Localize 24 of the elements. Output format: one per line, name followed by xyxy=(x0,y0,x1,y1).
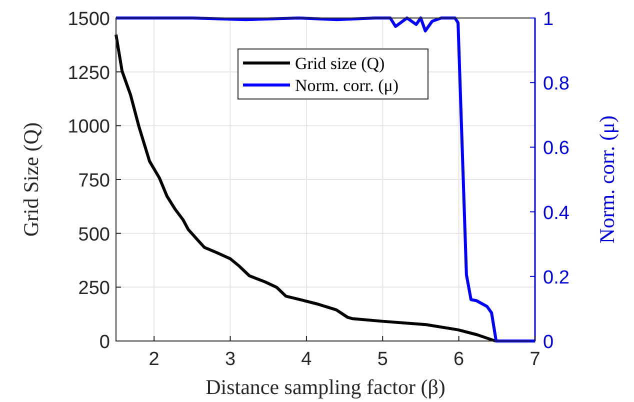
y2-tick-label: 1 xyxy=(543,9,554,30)
x-axis-title: Distance sampling factor (β) xyxy=(206,375,446,399)
x-tick-label: 2 xyxy=(148,349,160,370)
y-tick-label: 250 xyxy=(78,278,110,300)
legend-label: Norm. corr. (μ) xyxy=(295,76,399,95)
y2-tick-label: 0.6 xyxy=(543,138,570,160)
y2-axis-title: Norm. corr. (μ) xyxy=(595,116,619,244)
x-tick-label: 4 xyxy=(301,349,312,370)
y-axis-title: Grid Size (Q) xyxy=(19,122,43,237)
y-tick-label: 750 xyxy=(78,170,110,192)
y2-tick-label: 0.4 xyxy=(543,202,570,224)
y-tick-label: 500 xyxy=(78,224,110,246)
y-tick-label: 1000 xyxy=(68,116,110,138)
x-tick-label: 6 xyxy=(454,349,464,370)
y-tick-label: 1500 xyxy=(68,9,110,30)
x-tick-label: 5 xyxy=(377,349,388,370)
y2-tick-label: 0.8 xyxy=(543,74,570,95)
y-tick-label: 0 xyxy=(99,332,110,353)
y2-tick-label: 0.2 xyxy=(543,267,570,288)
y-tick-label: 1250 xyxy=(68,62,110,84)
y2-tick-label: 0 xyxy=(543,332,554,353)
x-tick-label: 3 xyxy=(224,349,236,370)
legend-label: Grid size (Q) xyxy=(295,54,385,73)
x-tick-label: 7 xyxy=(530,349,540,370)
